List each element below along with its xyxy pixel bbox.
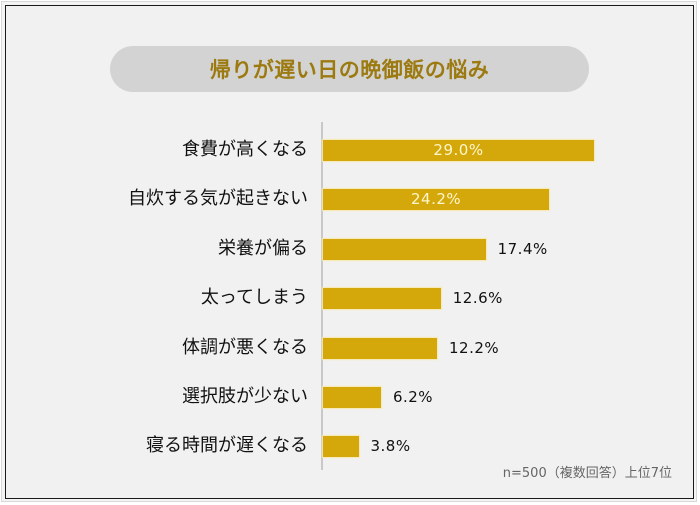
value-label: 29.0% [433,141,484,159]
category-label: 栄養が偏る [218,237,308,259]
value-label: 17.4% [497,239,548,258]
bar: 29.0% [323,140,594,161]
bar-row: 選択肢が少ない 6.2% [0,386,700,409]
bar-row: 体調が悪くなる 12.2% [0,336,700,360]
chart-title: 帰りが遅い日の晩御飯の悩み [209,58,490,82]
category-axis-line [321,122,323,470]
sample-note: n=500（複数回答）上位7位 [502,466,672,481]
bar [323,238,486,260]
value-label: 6.2% [392,388,434,406]
bar [323,387,381,408]
category-label: 選択肢が少ない [182,386,308,407]
chart-title-pill: 帰りが遅い日の晩御飯の悩み [110,46,589,92]
category-label: 太ってしまう [200,287,308,309]
bar [323,337,437,359]
bar [323,288,441,310]
value-label: 3.8% [370,437,411,456]
bar: 24.2% [323,189,550,211]
category-label: 自炊する気が起きない [128,188,308,210]
bar-row: 食費が高くなる 29.0% [0,139,700,162]
value-label: 12.6% [452,289,503,308]
category-label: 体調が悪くなる [182,336,308,358]
value-label: 12.2% [449,338,500,357]
bar-row: 栄養が偏る 17.4% [0,237,700,261]
value-label: 24.2% [410,190,462,209]
bar-row: 太ってしまう 12.6% [0,287,700,310]
bar [323,436,359,458]
category-label: 寝る時間が遅くなる [146,435,308,457]
category-label: 食費が高くなる [182,139,308,160]
bar-row: 寝る時間が遅くなる 3.8% [0,435,700,458]
bar-row: 自炊する気が起きない 24.2% [0,188,700,211]
